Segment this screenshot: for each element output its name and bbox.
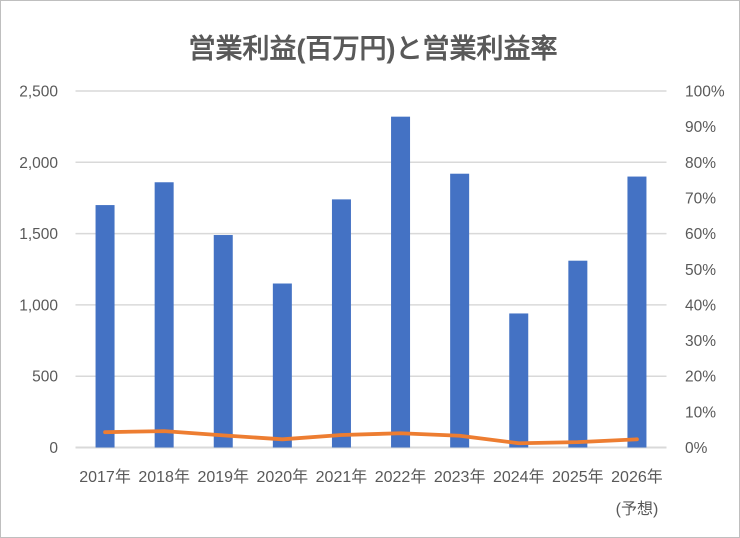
x-axis-label-note: (予想) bbox=[616, 500, 659, 518]
right-axis-labels: 0% 10% 20% 30% 40% 50% 60% 70% 80% 90% 100% bbox=[685, 84, 725, 458]
left-axis-tick-label: 2,000 bbox=[19, 155, 58, 172]
bar-2020年 bbox=[272, 283, 292, 448]
bar-2024年 bbox=[509, 313, 529, 448]
x-axis-label: 2024年 bbox=[493, 468, 545, 486]
x-axis-label: 2023年 bbox=[434, 468, 486, 486]
x-axis-label: 2026年 bbox=[611, 468, 663, 486]
x-axis-label: 2019年 bbox=[197, 468, 249, 486]
left-axis-tick-label: 0 bbox=[49, 440, 58, 457]
bar-2021年 bbox=[331, 199, 351, 448]
right-axis-tick-label: 40% bbox=[685, 297, 716, 314]
right-axis-tick-label: 0% bbox=[685, 440, 708, 457]
gridlines bbox=[75, 90, 667, 449]
x-axis-label: 2018年 bbox=[138, 468, 190, 486]
bar-2022年 bbox=[391, 116, 411, 448]
x-axis-label: 2017年 bbox=[79, 468, 131, 486]
right-axis-tick-label: 20% bbox=[685, 369, 716, 386]
x-axis-labels: 2017年 2018年 2019年 2020年 2021年 2022年 2023年 2024年… bbox=[79, 468, 663, 518]
right-axis-tick-label: 90% bbox=[685, 119, 716, 136]
left-axis-tick-label: 2,500 bbox=[19, 84, 58, 101]
bar-2023年 bbox=[450, 173, 470, 448]
bar-series bbox=[95, 116, 647, 448]
bar-2018年 bbox=[154, 182, 174, 448]
x-axis-label: 2025年 bbox=[552, 468, 604, 486]
right-axis-tick-label: 70% bbox=[685, 190, 716, 207]
right-axis-tick-label: 50% bbox=[685, 262, 716, 279]
line-series bbox=[103, 429, 639, 446]
profit-margin-line bbox=[103, 429, 639, 446]
left-axis-tick-label: 500 bbox=[32, 369, 58, 386]
left-axis-tick-label: 1,000 bbox=[19, 297, 58, 314]
x-axis-label: 2021年 bbox=[316, 468, 368, 486]
bar-2025年 bbox=[568, 260, 588, 448]
right-axis-tick-label: 80% bbox=[685, 155, 716, 172]
right-axis-tick-label: 60% bbox=[685, 226, 716, 243]
right-axis-tick-label: 100% bbox=[685, 84, 725, 101]
left-axis-tick-label: 1,500 bbox=[19, 226, 58, 243]
right-axis-tick-label: 30% bbox=[685, 333, 716, 350]
chart-title: 営業利益(百万円)と営業利益率 bbox=[189, 33, 558, 64]
bar-2026年 bbox=[627, 176, 647, 448]
right-axis-tick-label: 10% bbox=[685, 404, 716, 421]
bar-2017年 bbox=[95, 205, 115, 448]
left-axis-labels: 0 500 1,000 1,500 2,000 2,500 bbox=[19, 84, 58, 458]
x-axis-label: 2022年 bbox=[375, 468, 427, 486]
bar-2019年 bbox=[213, 235, 233, 448]
x-axis-label: 2020年 bbox=[257, 468, 309, 486]
